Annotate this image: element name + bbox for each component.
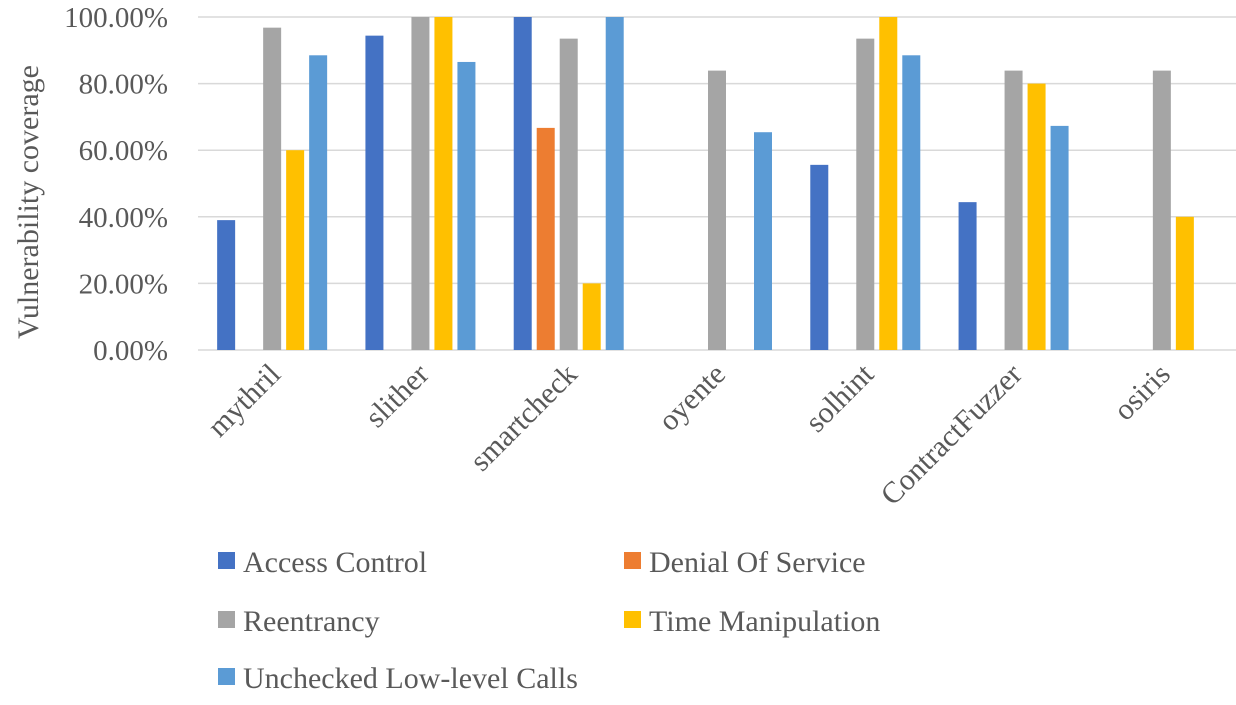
bar-smartcheck-access-control [513,17,532,350]
x-tick-label: slither [359,358,435,434]
legend-label: Unchecked Low-level Calls [243,662,578,695]
bar-mythril-time-manipulation [286,150,305,350]
bar-ContractFuzzer-access-control [958,202,977,350]
legend-swatch [218,552,235,569]
y-axis-label: Vulnerability coverage [12,65,45,339]
y-tick-label: 40.00% [79,202,168,234]
bar-slither-time-manipulation [434,17,453,350]
bar-oyente-unchecked-low-level-calls [754,132,772,350]
legend-swatch [624,611,641,628]
legend-label: Denial Of Service [649,546,866,579]
bar-smartcheck-denial-of-service [536,127,555,350]
legend-label: Time Manipulation [649,605,880,638]
bar-mythril-unchecked-low-level-calls [309,55,328,351]
y-tick-label: 100.00% [64,2,168,34]
legend: Access Control Denial Of Service Reentranc… [218,546,880,695]
legend-swatch [624,552,641,569]
x-tick-label: ContractFuzzer [874,358,1028,512]
bar-osiris-time-manipulation [1175,216,1194,350]
bar-solhint-time-manipulation [879,17,898,350]
x-tick-label: oyente [652,358,732,438]
y-axis-ticks: 0.00% 20.00% 40.00% 60.00% 80.00% 100.00% [64,2,168,367]
bar-ContractFuzzer-time-manipulation [1027,83,1046,350]
y-tick-label: 20.00% [79,268,168,300]
y-tick-label: 60.00% [79,135,168,167]
legend-swatch [218,668,235,685]
x-tick-label: mythril [201,358,287,444]
bars [217,17,1194,351]
y-tick-label: 80.00% [79,69,168,101]
bar-solhint-unchecked-low-level-calls [902,55,921,351]
x-tick-label: smartcheck [464,358,584,478]
bar-slither-access-control [365,35,384,350]
bar-smartcheck-time-manipulation [582,283,601,350]
bar-osiris-reentrancy [1152,70,1171,350]
bar-mythril-access-control [217,220,236,350]
x-tick-label: solhint [799,357,881,439]
bar-smartcheck-reentrancy [559,38,578,351]
legend-label: Access Control [243,546,427,579]
y-tick-label: 0.00% [93,335,168,367]
legend-label: Reentrancy [243,605,380,638]
legend-swatch [218,611,235,628]
x-tick-label: osiris [1107,358,1176,427]
bar-mythril-reentrancy [263,27,282,350]
bar-solhint-reentrancy [856,38,875,351]
x-axis-ticks: mythril slither smartcheck oyente solhintCon… [201,357,1177,512]
bar-ContractFuzzer-unchecked-low-level-calls [1050,125,1069,351]
bar-slither-unchecked-low-level-calls [457,61,476,351]
bar-ContractFuzzer-reentrancy [1004,70,1023,350]
bar-slither-reentrancy [411,17,430,350]
bar-oyente-reentrancy [708,70,726,350]
bar-solhint-access-control [810,164,829,350]
bar-smartcheck-unchecked-low-level-calls [605,17,624,350]
